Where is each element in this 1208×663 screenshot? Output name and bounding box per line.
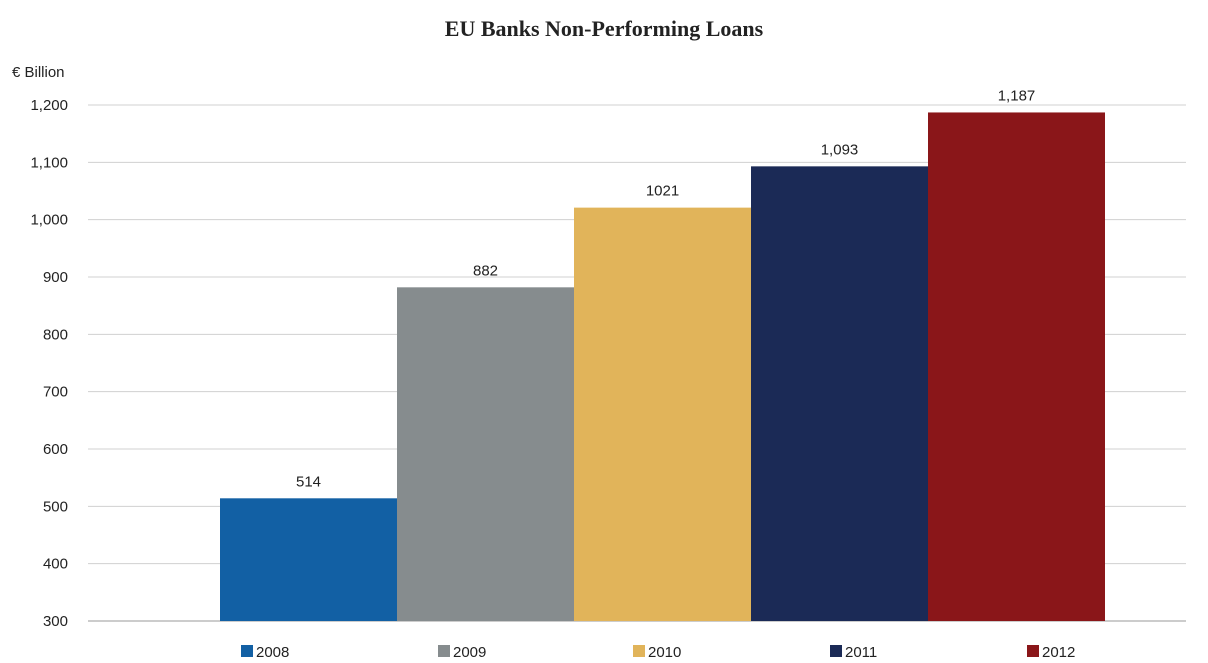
legend-swatch [1027, 645, 1039, 657]
legend-swatch [241, 645, 253, 657]
legend-label: 2008 [256, 644, 289, 661]
legend-swatch [438, 645, 450, 657]
data-label-2010: 1021 [646, 183, 679, 200]
y-tick-label: 500 [43, 498, 68, 515]
y-tick-label: 700 [43, 384, 68, 401]
y-tick-label: 1,100 [30, 154, 68, 171]
legend-item-2010: 2010 [633, 644, 681, 661]
data-labels: 514 882 1021 1,093 1,187 [296, 87, 1035, 490]
legend-swatch [830, 645, 842, 657]
legend-swatch [633, 645, 645, 657]
legend-label: 2010 [648, 644, 681, 661]
bar-2009 [397, 287, 574, 621]
y-tick-label: 1,200 [30, 97, 68, 114]
y-tick-label: 600 [43, 441, 68, 458]
y-axis-unit-label: € Billion [12, 64, 65, 81]
legend: 2008 2009 2010 2011 2012 [241, 644, 1075, 661]
bars [220, 112, 1105, 622]
y-tick-label: 400 [43, 556, 68, 573]
legend-item-2011: 2011 [830, 644, 877, 661]
legend-label: 2011 [845, 644, 877, 661]
legend-label: 2012 [1042, 644, 1075, 661]
data-label-2008: 514 [296, 473, 321, 490]
data-label-2011: 1,093 [821, 141, 859, 158]
y-tick-label: 300 [43, 613, 68, 630]
legend-item-2012: 2012 [1027, 644, 1075, 661]
bar-2008 [220, 498, 397, 621]
y-axis-tick-labels: 300 400 500 600 700 800 900 1,000 1,100 1,200 [30, 97, 68, 630]
bar-2012 [928, 112, 1105, 621]
y-tick-label: 800 [43, 326, 68, 343]
legend-label: 2009 [453, 644, 486, 661]
bar-2011 [751, 166, 928, 621]
legend-item-2009: 2009 [438, 644, 486, 661]
y-tick-label: 900 [43, 269, 68, 286]
data-label-2012: 1,187 [998, 87, 1036, 104]
data-label-2009: 882 [473, 262, 498, 279]
y-tick-label: 1,000 [30, 212, 68, 229]
bar-2010 [574, 207, 751, 622]
legend-item-2008: 2008 [241, 644, 289, 661]
chart-title: EU Banks Non-Performing Loans [444, 16, 764, 41]
